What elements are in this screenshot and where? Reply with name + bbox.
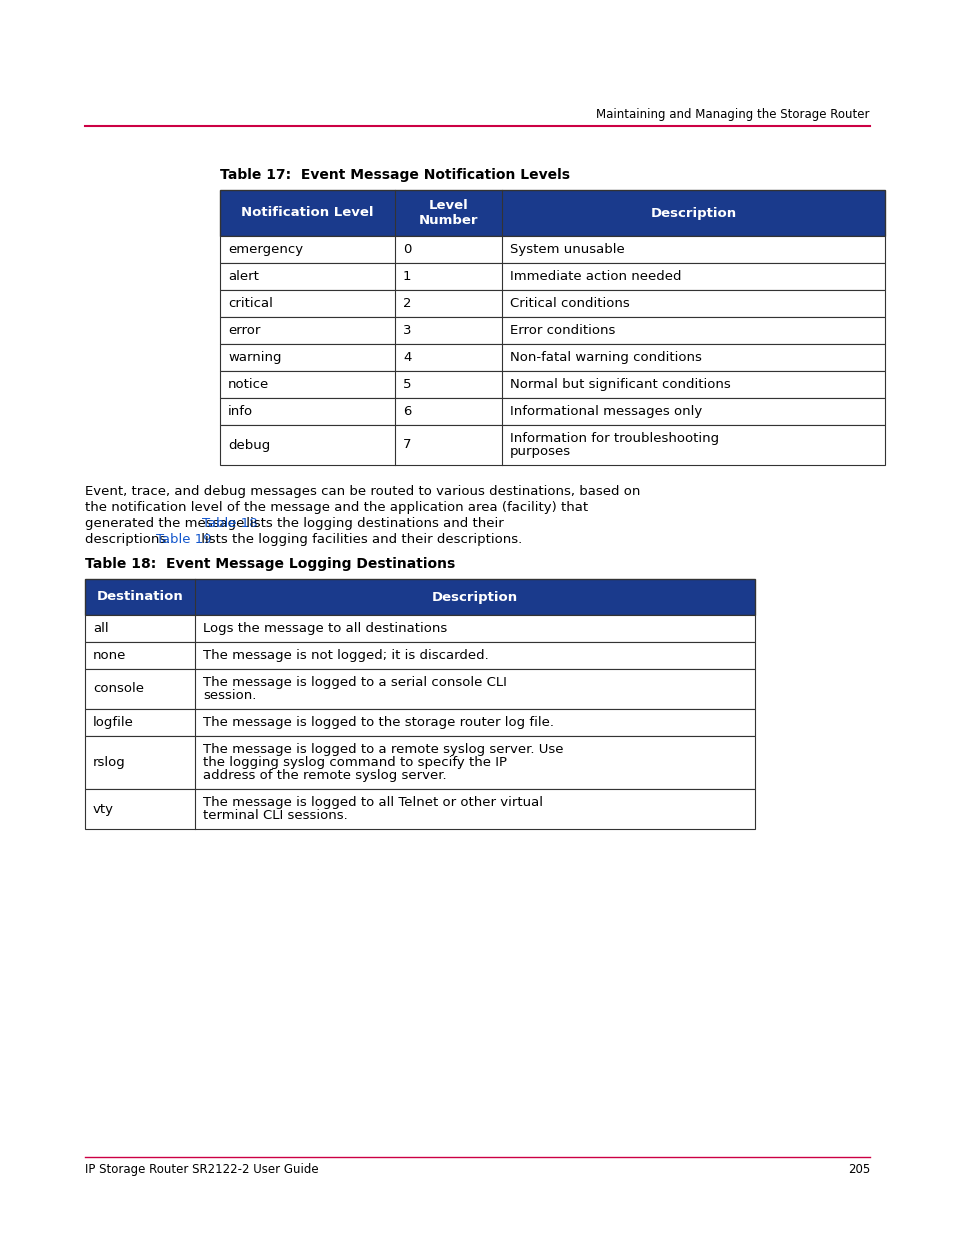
Text: notice: notice: [228, 378, 269, 391]
Text: session.: session.: [203, 689, 256, 701]
Bar: [85, 615, 754, 642]
Text: Maintaining and Managing the Storage Router: Maintaining and Managing the Storage Rou…: [596, 107, 869, 121]
Text: Critical conditions: Critical conditions: [510, 296, 629, 310]
Text: Event, trace, and debug messages can be routed to various destinations, based on: Event, trace, and debug messages can be …: [85, 485, 639, 498]
Bar: [220, 345, 884, 370]
Text: Level
Number: Level Number: [418, 199, 477, 227]
Text: none: none: [92, 650, 126, 662]
Text: Information for troubleshooting: Information for troubleshooting: [510, 432, 719, 445]
Text: 5: 5: [402, 378, 411, 391]
Text: lists the logging destinations and their: lists the logging destinations and their: [242, 517, 503, 530]
Bar: [85, 669, 754, 709]
Text: the notification level of the message and the application area (facility) that: the notification level of the message an…: [85, 501, 587, 514]
Text: 7: 7: [402, 438, 411, 452]
Text: 3: 3: [402, 324, 411, 337]
Bar: [220, 290, 884, 317]
Text: Logs the message to all destinations: Logs the message to all destinations: [203, 622, 447, 635]
Bar: [85, 579, 754, 615]
Text: Description: Description: [650, 206, 736, 220]
Bar: [220, 263, 884, 290]
Text: IP Storage Router SR2122-2 User Guide: IP Storage Router SR2122-2 User Guide: [85, 1163, 318, 1176]
Text: The message is logged to a serial console CLI: The message is logged to a serial consol…: [203, 676, 506, 689]
Text: Notification Level: Notification Level: [241, 206, 374, 220]
Bar: [85, 736, 754, 789]
Text: terminal CLI sessions.: terminal CLI sessions.: [203, 809, 348, 823]
Text: alert: alert: [228, 270, 258, 283]
Text: address of the remote syslog server.: address of the remote syslog server.: [203, 769, 446, 782]
Text: Normal but significant conditions: Normal but significant conditions: [510, 378, 730, 391]
Text: The message is logged to all Telnet or other virtual: The message is logged to all Telnet or o…: [203, 797, 542, 809]
Text: 205: 205: [847, 1163, 869, 1176]
Text: descriptions.: descriptions.: [85, 534, 174, 546]
Text: debug: debug: [228, 438, 270, 452]
Text: the logging syslog command to specify the IP: the logging syslog command to specify th…: [203, 756, 506, 769]
Text: Immediate action needed: Immediate action needed: [510, 270, 680, 283]
Text: The message is logged to the storage router log file.: The message is logged to the storage rou…: [203, 716, 554, 729]
Text: Table 17:  Event Message Notification Levels: Table 17: Event Message Notification Lev…: [220, 168, 569, 182]
Text: Error conditions: Error conditions: [510, 324, 615, 337]
Bar: [220, 425, 884, 466]
Text: all: all: [92, 622, 109, 635]
Text: 4: 4: [402, 351, 411, 364]
Text: Table 19: Table 19: [155, 534, 212, 546]
Bar: [85, 709, 754, 736]
Bar: [85, 789, 754, 829]
Text: Table 18: Table 18: [201, 517, 257, 530]
Text: emergency: emergency: [228, 243, 303, 256]
Bar: [220, 317, 884, 345]
Bar: [220, 236, 884, 263]
Text: logfile: logfile: [92, 716, 133, 729]
Text: Table 18:  Event Message Logging Destinations: Table 18: Event Message Logging Destinat…: [85, 557, 455, 571]
Text: generated the message.: generated the message.: [85, 517, 253, 530]
Bar: [220, 398, 884, 425]
Text: Destination: Destination: [96, 590, 183, 604]
Text: Description: Description: [432, 590, 517, 604]
Text: 6: 6: [402, 405, 411, 417]
Text: info: info: [228, 405, 253, 417]
Bar: [85, 642, 754, 669]
Text: console: console: [92, 683, 144, 695]
Bar: [220, 190, 884, 236]
Text: Non-fatal warning conditions: Non-fatal warning conditions: [510, 351, 701, 364]
Text: vty: vty: [92, 803, 113, 815]
Text: lists the logging facilities and their descriptions.: lists the logging facilities and their d…: [196, 534, 521, 546]
Text: 0: 0: [402, 243, 411, 256]
Text: The message is logged to a remote syslog server. Use: The message is logged to a remote syslog…: [203, 743, 563, 756]
Text: error: error: [228, 324, 260, 337]
Text: 1: 1: [402, 270, 411, 283]
Text: critical: critical: [228, 296, 273, 310]
Text: warning: warning: [228, 351, 281, 364]
Text: 2: 2: [402, 296, 411, 310]
Bar: [220, 370, 884, 398]
Text: The message is not logged; it is discarded.: The message is not logged; it is discard…: [203, 650, 488, 662]
Text: Informational messages only: Informational messages only: [510, 405, 701, 417]
Text: rslog: rslog: [92, 756, 126, 769]
Text: purposes: purposes: [510, 445, 571, 458]
Text: System unusable: System unusable: [510, 243, 624, 256]
